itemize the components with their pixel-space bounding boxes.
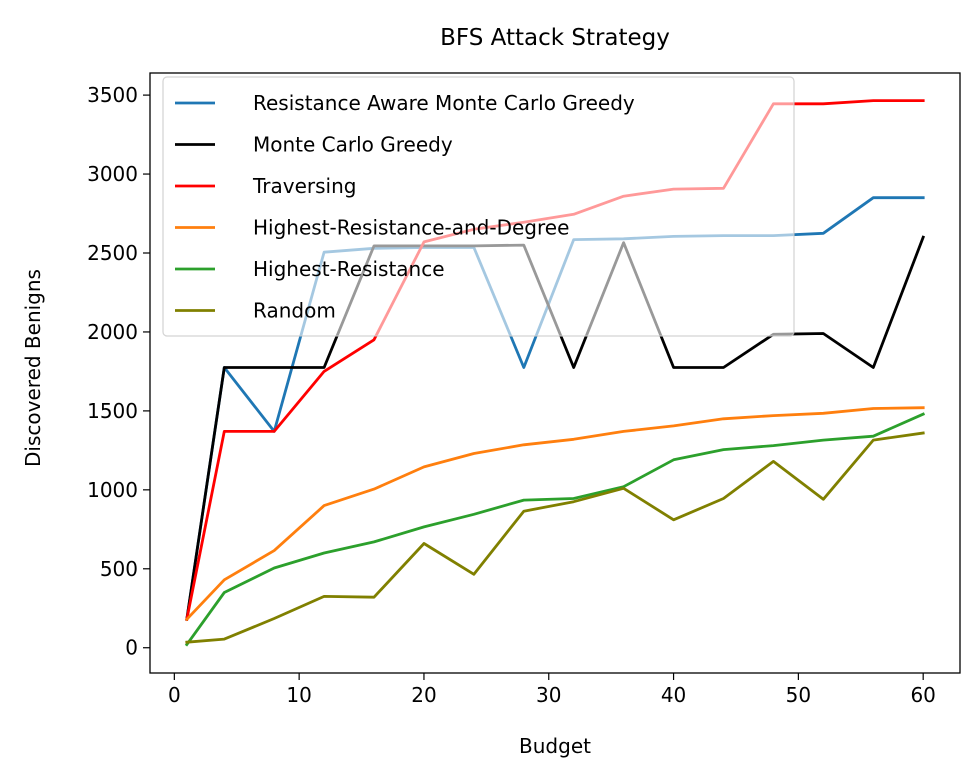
series-line-highest-resistance — [184, 412, 926, 647]
series-line-random — [185, 431, 925, 644]
legend-label: Highest-Resistance — [253, 257, 445, 281]
y-axis-label: Discovered Benigns — [21, 269, 45, 467]
y-tick-label: 500 — [100, 557, 138, 581]
legend-label: Monte Carlo Greedy — [253, 133, 453, 157]
y-tick-label: 1000 — [87, 478, 138, 502]
axes-frame — [149, 72, 961, 674]
x-tick-label: 30 — [536, 683, 561, 707]
y-tick-label: 3500 — [87, 83, 138, 107]
x-tick-label: 40 — [661, 683, 686, 707]
x-tick-label: 10 — [286, 683, 311, 707]
legend-label: Resistance Aware Monte Carlo Greedy — [253, 91, 635, 115]
series-line-highest-resistance-and-degree — [184, 406, 925, 622]
y-tick-label: 2500 — [87, 241, 138, 265]
chart-title: BFS Attack Strategy — [440, 25, 670, 51]
legend-box — [162, 76, 795, 337]
y-tick-label: 1500 — [87, 399, 138, 423]
x-tick-label: 20 — [411, 683, 436, 707]
legend-label: Random — [253, 299, 336, 323]
legend-label: Highest-Resistance-and-Degree — [253, 216, 569, 240]
x-tick-label: 60 — [910, 683, 935, 707]
x-axis: 0 10 20 30 40 50 60 — [168, 673, 936, 707]
x-axis-label: Budget — [519, 734, 591, 758]
x-tick-label: 50 — [786, 683, 811, 707]
y-tick-label: 3000 — [87, 162, 138, 186]
y-tick-label: 2000 — [87, 320, 138, 344]
y-axis: 0 500 1000 1500 2000 2500 3000 3500 — [87, 83, 150, 660]
x-tick-label: 0 — [168, 683, 181, 707]
legend-label: Traversing — [252, 174, 356, 198]
y-tick-label: 0 — [125, 636, 138, 660]
legend: Resistance Aware Monte Carlo Greedy Monte… — [162, 76, 795, 337]
